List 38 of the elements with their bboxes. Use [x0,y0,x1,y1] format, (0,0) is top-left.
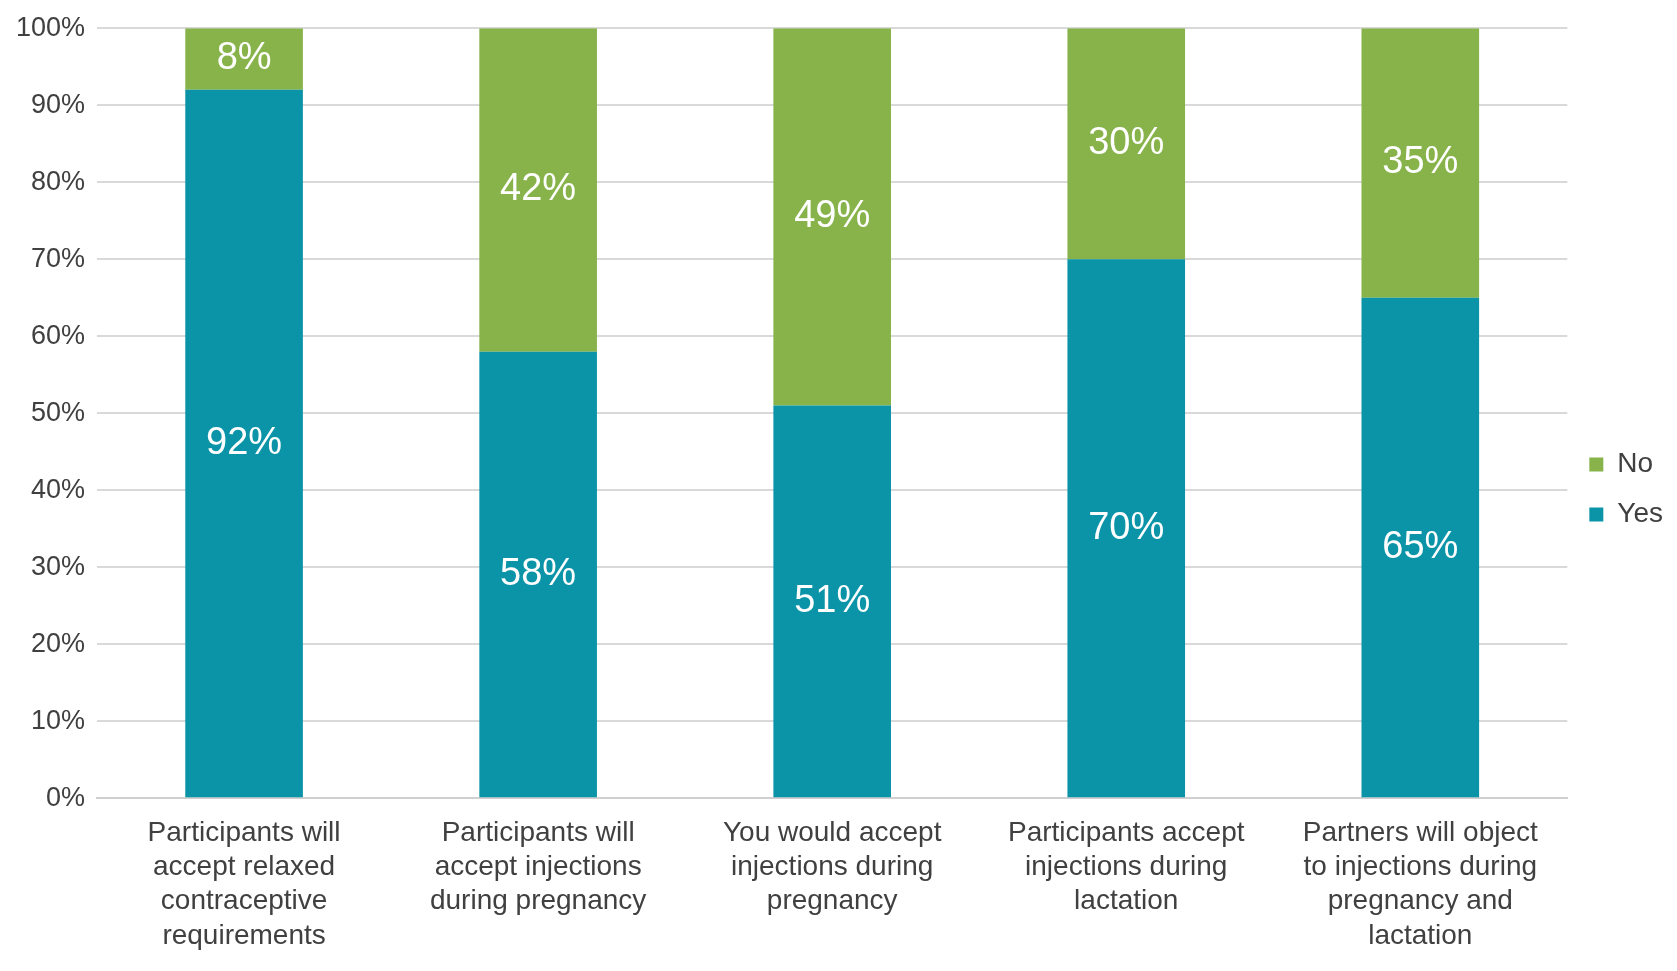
bar [1361,297,1480,798]
y-tick-label: 30% [31,550,86,581]
x-tick-label: Partners will object to injections during pregnancy and lactation [1302,816,1538,950]
y-tick-label: 70% [31,242,86,273]
y-tick-label: 0% [46,781,86,812]
bar [479,28,597,352]
x-tick-label: Participants will accept injections during pregnancy [429,816,647,916]
data-label: 30% [1088,120,1165,163]
data-label: 8% [216,35,272,78]
legend-label: No [1617,447,1654,479]
y-tick-label: 60% [31,319,86,350]
y-tick-label: 50% [31,396,86,427]
bar [479,351,597,798]
data-label: 35% [1382,139,1459,182]
bar [1067,259,1186,798]
y-tick-label: 100% [15,11,86,42]
x-tick-label: Participants accept injections during lactation [1007,816,1245,916]
bar [185,28,303,90]
data-label: 49% [794,193,871,236]
y-tick-label: 80% [31,165,86,196]
y-tick-label: 10% [31,704,86,735]
bar [773,405,891,798]
y-tick-label: 90% [31,88,86,119]
legend-label: Yes [1617,497,1664,529]
bar [1361,28,1480,298]
data-label: 70% [1088,504,1165,547]
x-tick-label: Participants will accept relaxed contraceptive requirements [147,816,341,950]
data-label: 51% [794,577,871,620]
data-label: 58% [500,551,577,593]
data-label: 92% [206,420,283,463]
bar [185,89,303,798]
data-label: 65% [1382,524,1459,567]
y-tick-label: 40% [31,473,86,504]
bar [773,28,891,406]
y-tick-label: 20% [31,627,86,658]
x-tick-label: You would accept injections during pregnancy [722,816,942,916]
bar [1067,28,1186,260]
data-label: 42% [500,166,577,209]
